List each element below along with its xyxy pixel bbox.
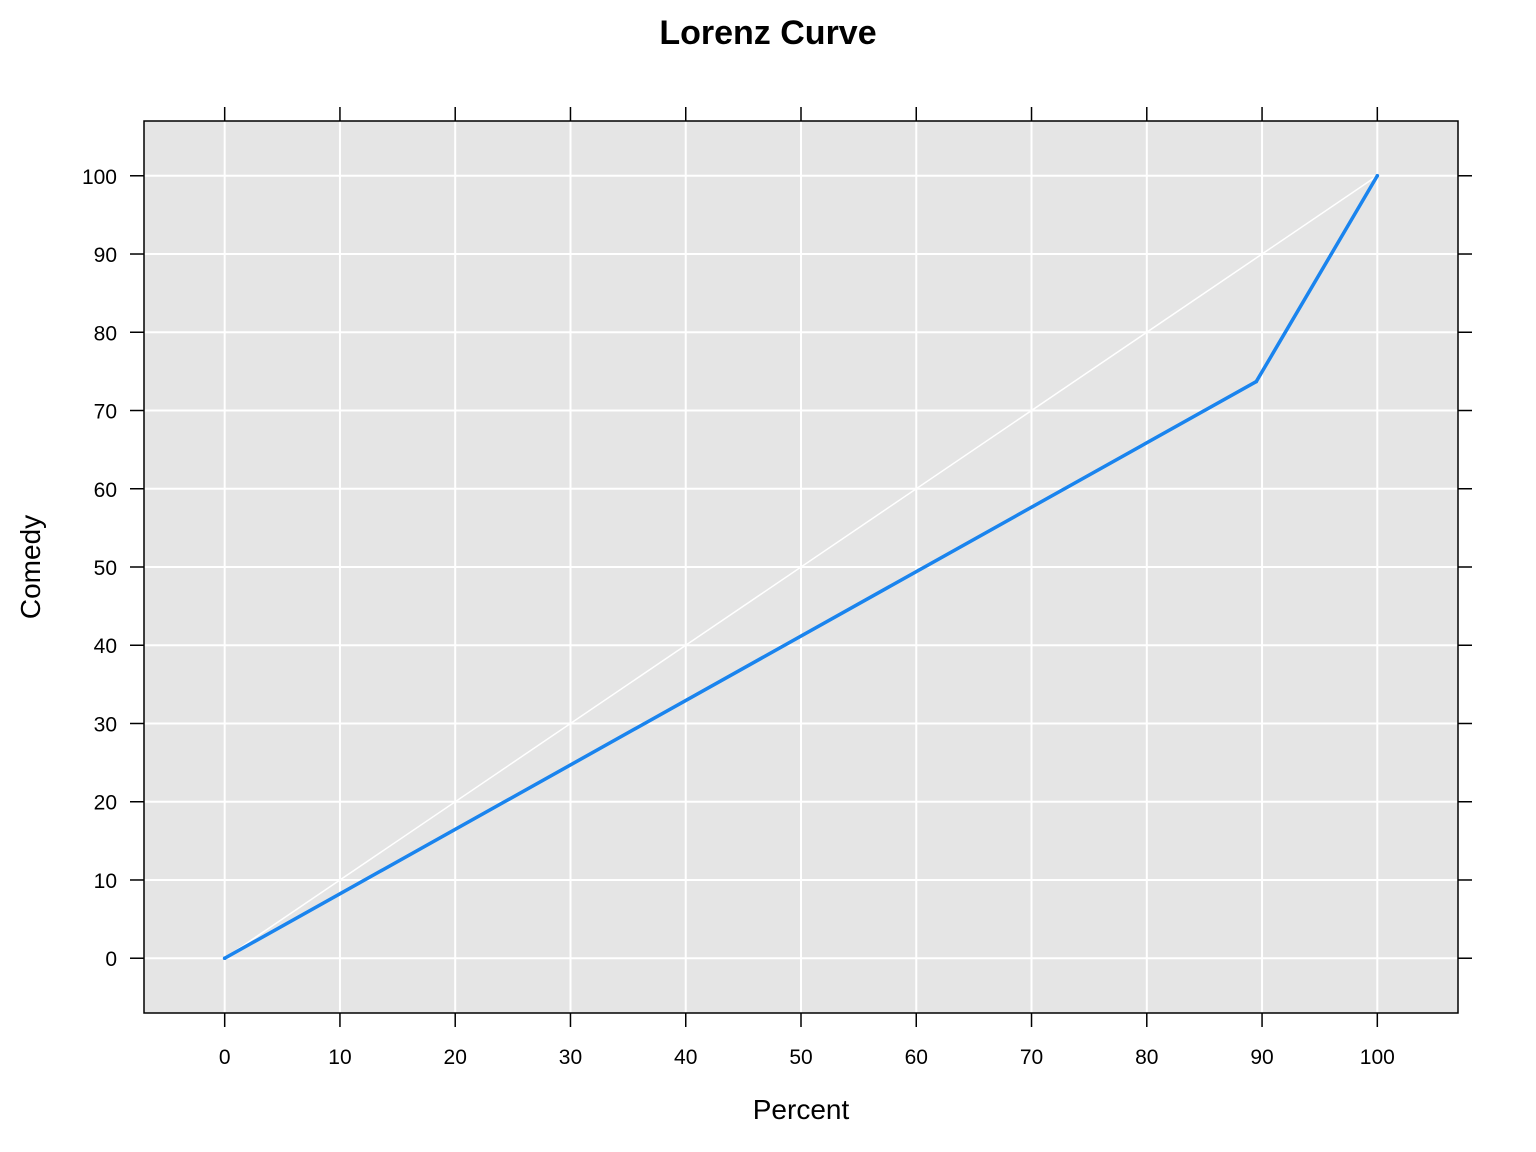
x-tick-label-10: 10 (328, 1046, 351, 1069)
x-tick-label-20: 20 (444, 1046, 467, 1069)
equality-line (224, 175, 1378, 959)
equality-line-group (224, 175, 1378, 959)
y-tick-label-70: 70 (94, 401, 117, 424)
y-tick-label-100: 100 (82, 166, 117, 189)
chart-title: Lorenz Curve (659, 14, 876, 52)
x-tick-label-0: 0 (219, 1046, 231, 1069)
x-tick-label-80: 80 (1135, 1046, 1158, 1069)
x-axis-label: Percent (753, 1094, 850, 1125)
y-tick-label-0: 0 (105, 948, 117, 971)
y-tick-label-60: 60 (94, 479, 117, 502)
x-tick-label-30: 30 (559, 1046, 582, 1069)
y-tick-label-40: 40 (94, 635, 117, 658)
x-tick-label-70: 70 (1020, 1046, 1043, 1069)
y-tick-label-10: 10 (94, 870, 117, 893)
y-tick-label-90: 90 (94, 244, 117, 267)
series-group (222, 173, 1380, 961)
y-tick-label-20: 20 (94, 792, 117, 815)
y-tick-label-80: 80 (94, 322, 117, 345)
axis-ticks: 0 10 20 30 40 50 60 70 80 90 100 0 10 20 30 40 50 60 70 80 9… (82, 107, 1472, 1069)
lorenz-point-0-0 (222, 956, 227, 961)
grid-lines (144, 121, 1458, 1013)
lorenz-point-0-2 (1375, 173, 1380, 178)
y-axis-label: Comedy (15, 515, 46, 619)
x-tick-label-60: 60 (905, 1046, 928, 1069)
lorenz-point-0-1 (1254, 379, 1259, 384)
x-tick-label-90: 90 (1250, 1046, 1273, 1069)
y-tick-label-50: 50 (94, 557, 117, 580)
y-tick-label-30: 30 (94, 713, 117, 736)
x-tick-label-100: 100 (1360, 1046, 1395, 1069)
x-tick-label-40: 40 (674, 1046, 697, 1069)
x-tick-label-50: 50 (789, 1046, 812, 1069)
